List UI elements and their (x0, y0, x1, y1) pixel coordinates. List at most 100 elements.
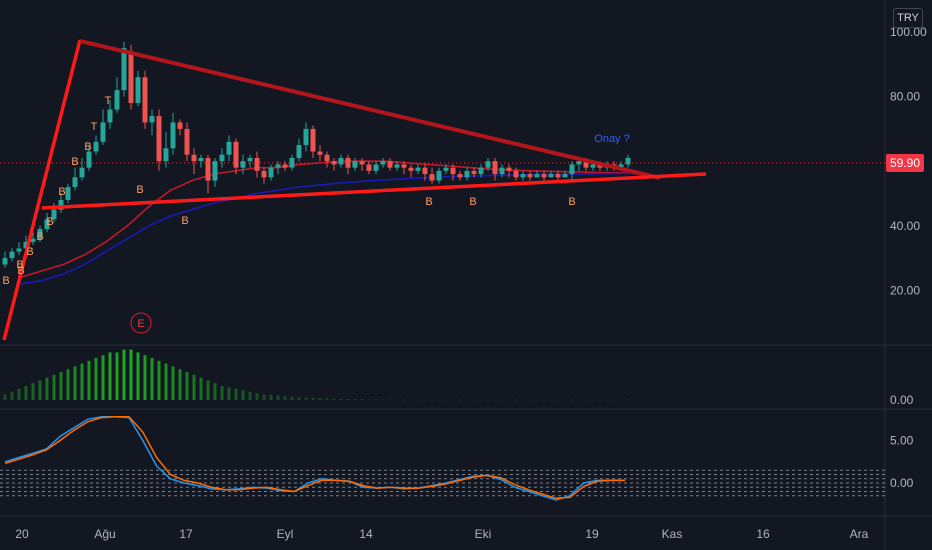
candle-body (233, 141, 239, 168)
indicator-bar (178, 369, 182, 400)
candle (170, 112, 176, 155)
time-axis-tick-label: 20 (15, 527, 29, 541)
candle-body (72, 177, 78, 188)
candle (499, 164, 505, 178)
indicator-bar (367, 399, 371, 400)
candle (142, 70, 148, 129)
candle-body (366, 164, 372, 171)
candle-body (30, 238, 36, 242)
candle (163, 132, 169, 168)
candle (548, 170, 554, 178)
candle-body (310, 128, 316, 152)
candle-body (219, 154, 225, 162)
top-signal-label: T (91, 121, 98, 133)
candle-body (121, 48, 127, 91)
indicator-bar (255, 393, 259, 400)
indicator-bar (549, 399, 553, 401)
indicator-bar (192, 374, 196, 400)
candle (65, 183, 71, 204)
candle-body (345, 157, 351, 168)
onay-annotation: Onay ? (594, 133, 629, 145)
indicator-bar (220, 386, 224, 400)
indicator-bar (157, 360, 161, 400)
indicator-bar (514, 399, 518, 401)
indicator-bar (402, 399, 406, 401)
time-axis-tick-label: Ara (850, 527, 869, 541)
candle-body (9, 251, 15, 259)
candle-body (625, 157, 631, 165)
indicator-bar (269, 394, 273, 400)
candle (261, 167, 267, 184)
buy-signal-label: B (58, 186, 65, 198)
indicator-bar (458, 399, 462, 401)
buy-signal-label: B (17, 265, 24, 277)
candle (471, 167, 477, 178)
indicator-bar (507, 399, 511, 401)
candle-body (464, 170, 470, 178)
candle-body (100, 122, 106, 142)
candle (191, 148, 197, 175)
candle (408, 164, 414, 178)
buy-signal-label: B (136, 184, 143, 196)
candle-body (499, 167, 505, 175)
candle (114, 77, 120, 113)
candle-body (289, 157, 295, 168)
candle-body (37, 229, 43, 239)
candle-body (492, 161, 498, 175)
candle-body (597, 164, 603, 168)
candle-body (191, 154, 197, 162)
indicator-bar (171, 366, 175, 400)
candle (289, 154, 295, 171)
candle (380, 157, 386, 168)
candle-body (296, 145, 302, 158)
time-axis-tick-label: 17 (179, 527, 193, 541)
indicator-bar (535, 399, 539, 401)
candle-body (254, 157, 260, 171)
candle-body (415, 167, 421, 171)
indicator-bar (332, 398, 336, 400)
candle (317, 145, 323, 162)
candle (527, 170, 533, 181)
candle (338, 154, 344, 168)
candle-body (457, 174, 463, 178)
candle (415, 164, 421, 175)
indicator-bar (38, 380, 42, 400)
candle (401, 161, 407, 175)
candle (219, 148, 225, 168)
indicator-bar (164, 363, 168, 400)
candle-body (324, 154, 330, 162)
indicator-bar (59, 372, 63, 400)
candle-body (352, 161, 358, 168)
candle-body (303, 128, 309, 146)
candle-body (184, 128, 190, 155)
candle (37, 225, 43, 242)
candle (149, 109, 155, 136)
currency-badge[interactable]: TRY (893, 8, 923, 28)
candle-body (51, 209, 57, 220)
trendline-descending (79, 39, 661, 180)
oscillator-line-orange (4, 415, 625, 500)
candle (359, 157, 365, 171)
osc-axis-tick-label: 0.00 (890, 476, 914, 490)
indicator-bar (45, 377, 49, 400)
candle (429, 167, 435, 184)
candle (387, 157, 393, 171)
candle-body (555, 174, 561, 178)
indicator-bar (143, 355, 147, 400)
indicator-bar (262, 394, 266, 400)
candle (156, 109, 162, 171)
candle-body (478, 167, 484, 175)
buy-signal-label: B (2, 275, 9, 287)
indicator-bar (584, 399, 588, 401)
candle (135, 70, 141, 107)
indicator-bar (290, 396, 294, 400)
indicator-bar (612, 399, 616, 401)
candle (79, 157, 85, 181)
candle (569, 161, 575, 181)
buy-signal-label: B (46, 216, 53, 228)
candle-body (618, 164, 624, 168)
candle-body (373, 164, 379, 171)
indicator-bar (311, 397, 315, 400)
indicator-bar (73, 366, 77, 400)
